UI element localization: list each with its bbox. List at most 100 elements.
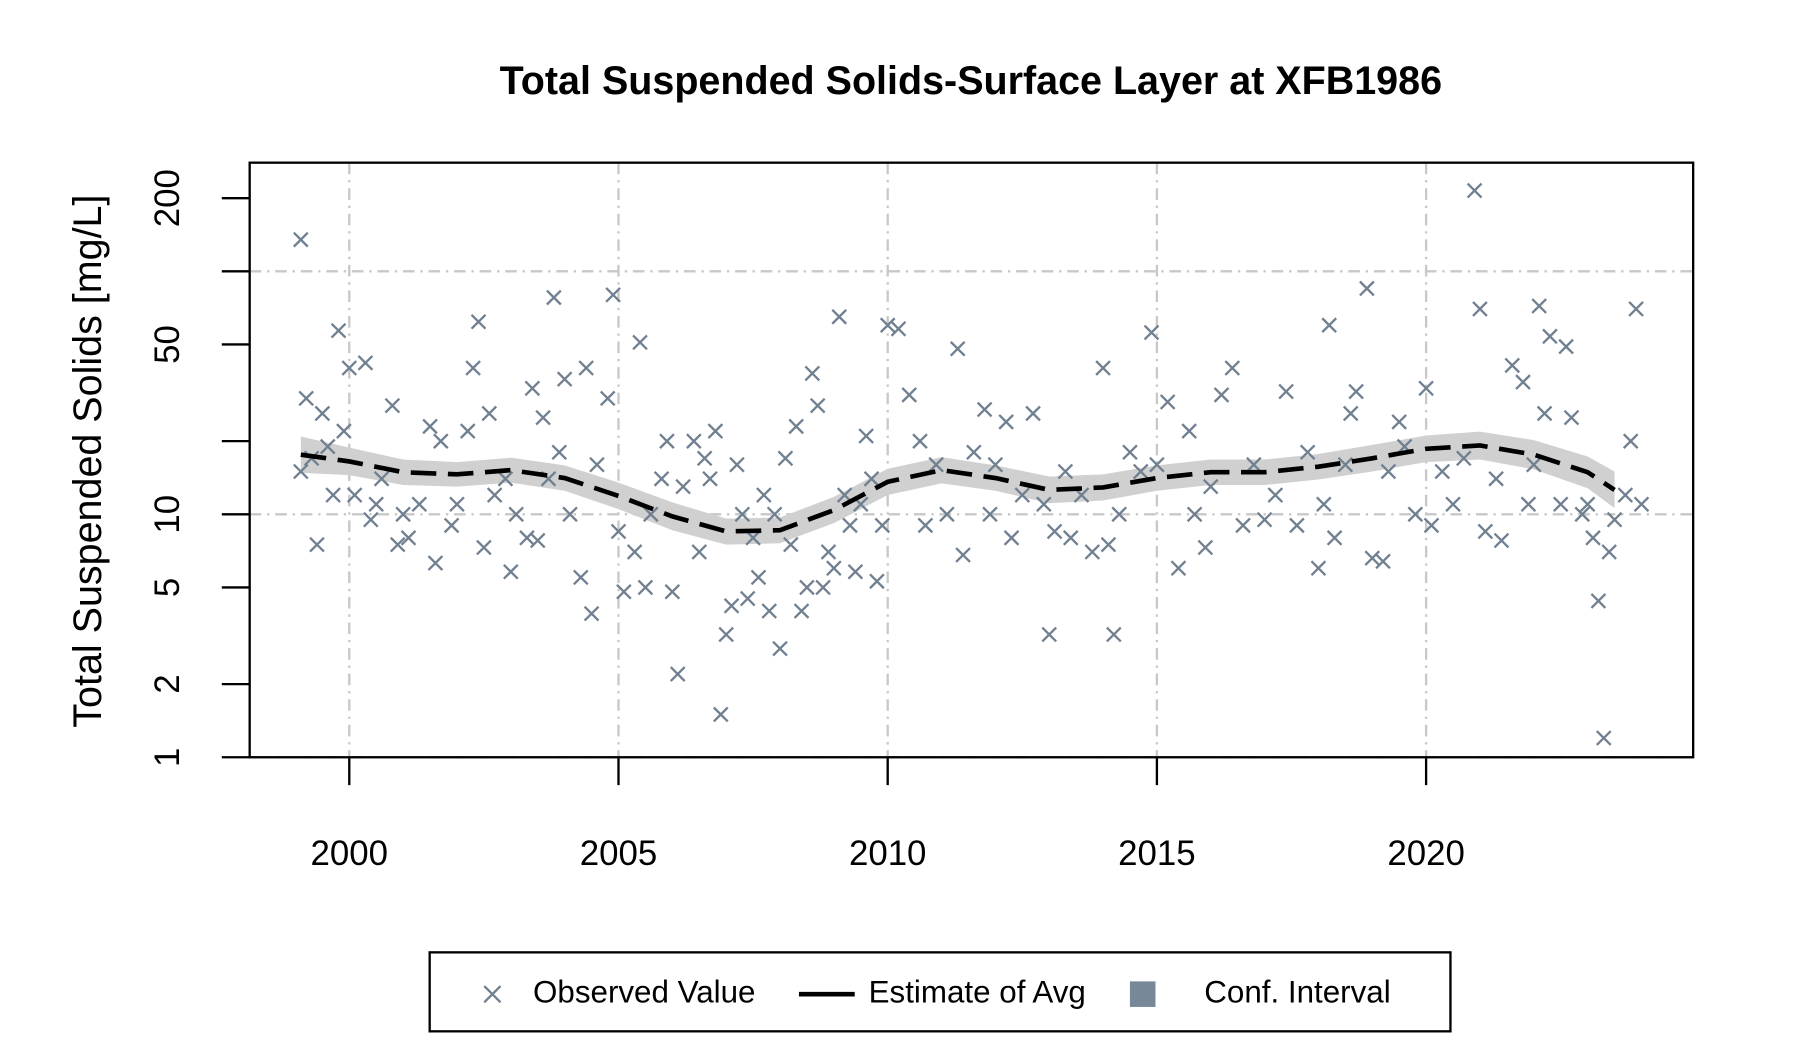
observed-point [1100, 536, 1117, 553]
observed-point [1520, 496, 1537, 513]
observed-point [551, 444, 568, 461]
observed-point [1515, 374, 1531, 390]
observed-point [793, 603, 810, 619]
observed-point [626, 544, 643, 560]
observed-point [384, 397, 401, 414]
observed-point [874, 517, 891, 534]
observed-point [529, 532, 546, 549]
observed-point [1364, 550, 1381, 566]
observed-point [1337, 456, 1354, 473]
observed-point [422, 418, 438, 435]
chart-title: Total Suspended Solids-Surface Layer at … [500, 59, 1442, 103]
observed-point [756, 487, 772, 503]
observed-point [1391, 414, 1407, 430]
observed-point [772, 640, 788, 657]
observed-point [1633, 496, 1650, 513]
observed-point [368, 496, 384, 513]
observed-point [1289, 517, 1305, 534]
y-tick-label: 10 [148, 495, 187, 534]
observed-point [1380, 463, 1397, 480]
observed-point [1525, 456, 1542, 473]
observed-point [750, 569, 767, 586]
observed-point [1375, 553, 1391, 570]
observed-point [1488, 470, 1504, 487]
plot-frame [248, 161, 1695, 759]
legend-label: Conf. Interval [1204, 974, 1390, 1009]
observed-point [1434, 463, 1451, 480]
observed-point [1348, 383, 1364, 400]
observed-point [1574, 506, 1591, 523]
observed-point [1606, 511, 1623, 528]
observed-point [1563, 409, 1580, 426]
observed-point [449, 496, 465, 513]
observed-point [1456, 450, 1472, 467]
observed-point [820, 544, 837, 560]
observed-point [712, 706, 729, 723]
observed-point [1197, 539, 1214, 556]
observed-point [1003, 530, 1020, 546]
observed-point [1111, 506, 1128, 523]
observed-point [707, 423, 724, 439]
observed-point [1418, 380, 1434, 397]
observed-point [395, 506, 411, 523]
observed-point [319, 438, 336, 455]
y-tick-label: 2 [148, 674, 187, 693]
observed-point [842, 517, 858, 534]
observed-point [1558, 338, 1574, 355]
observed-point [955, 547, 971, 563]
observed-point [976, 401, 993, 418]
observed-point [411, 496, 428, 513]
observed-point [691, 544, 708, 560]
observed-point [481, 405, 498, 422]
legend: Observed Value Estimate of Avg Conf. Inter… [483, 974, 1391, 1009]
observed-point [912, 433, 928, 449]
observed-point [1342, 405, 1359, 422]
observed-point [363, 511, 379, 528]
observed-point [1622, 433, 1639, 449]
observed-point [1186, 506, 1203, 523]
observed-point [782, 536, 799, 553]
observed-point [298, 390, 314, 407]
observed-point [1036, 496, 1052, 513]
observed-point [734, 506, 751, 523]
observed-point [470, 313, 487, 330]
observed-point [966, 444, 982, 461]
observed-point [610, 523, 627, 540]
observed-point [804, 365, 821, 382]
legend-label: Estimate of Avg [869, 974, 1086, 1009]
observed-point [847, 563, 864, 580]
observed-point [616, 583, 632, 600]
observed-point [659, 433, 675, 449]
observed-point [1213, 387, 1230, 403]
observed-point [1278, 383, 1294, 400]
observed-point [459, 423, 476, 439]
observed-point [486, 487, 503, 503]
observed-point [1170, 560, 1187, 576]
observed-point [1062, 530, 1079, 546]
observed-point [583, 605, 600, 622]
estimate-line [300, 443, 1616, 534]
observed-point [1224, 360, 1241, 376]
observed-point [1326, 530, 1343, 546]
observed-point [777, 450, 794, 467]
observed-point [1235, 517, 1251, 534]
observed-point [1310, 560, 1327, 576]
observed-point [293, 463, 309, 480]
observed-point [1359, 280, 1375, 297]
observed-point [524, 380, 541, 397]
observed-point [869, 573, 885, 590]
y-tick-label: 5 [148, 578, 187, 597]
observed-point [723, 598, 740, 614]
x-tick-label: 2020 [1387, 834, 1464, 873]
observed-point [1267, 487, 1284, 503]
observed-point [696, 450, 713, 467]
observed-point [465, 360, 481, 376]
observed-point [949, 340, 966, 357]
observed-point [341, 360, 358, 376]
observed-point [1423, 517, 1440, 534]
observed-point [1493, 532, 1510, 549]
legend-box [428, 951, 1452, 1033]
observed-point [476, 539, 492, 556]
